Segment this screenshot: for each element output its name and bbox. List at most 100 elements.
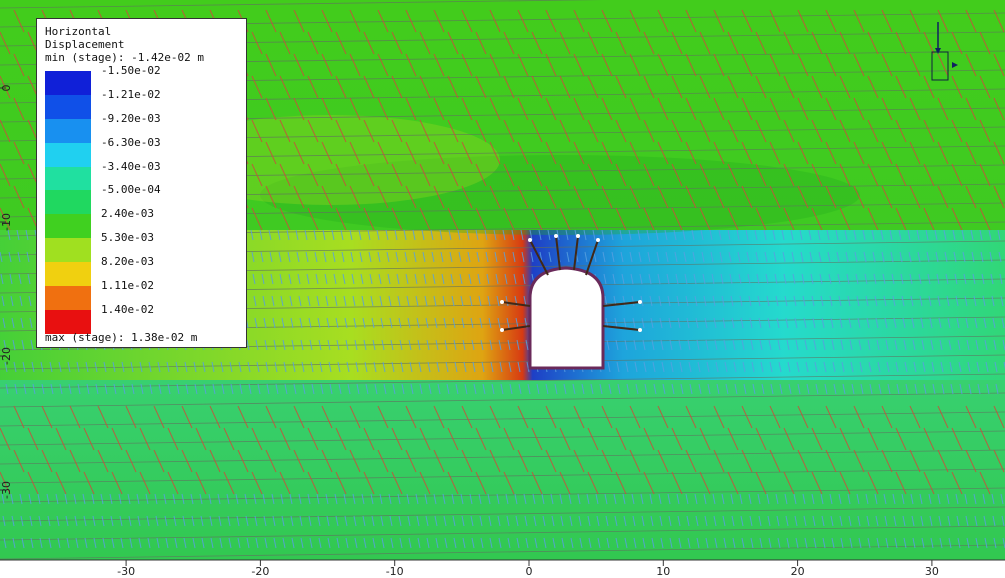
joint-segment: [587, 207, 599, 231]
joint-segment: [363, 471, 375, 495]
joint-segment: [903, 339, 907, 351]
joint-segment: [293, 141, 305, 165]
joint-segment: [907, 229, 911, 241]
joint-segment: [545, 9, 557, 33]
joint-segment: [281, 317, 285, 329]
joint-segment: [349, 141, 361, 165]
joint-segment: [646, 229, 650, 241]
joint-segment: [495, 273, 499, 285]
joint-segment: [110, 515, 114, 527]
joint-segment: [742, 361, 746, 373]
joint-segment: [183, 537, 187, 549]
joint-segment: [965, 317, 969, 329]
bolt-head: [638, 328, 642, 332]
joint-segment: [659, 317, 663, 329]
joint-segment: [856, 295, 860, 307]
joint-segment: [853, 449, 865, 473]
bolt-head: [554, 234, 558, 238]
joint-segment: [563, 383, 567, 395]
joint-segment: [848, 317, 852, 329]
joint-segment: [181, 449, 193, 473]
joint-segment: [559, 119, 571, 143]
joint-segment: [984, 537, 988, 549]
joint-segment: [226, 493, 230, 505]
joint-segment: [716, 383, 720, 395]
joint-segment: [261, 273, 265, 285]
joint-segment: [25, 229, 29, 241]
joint-segment: [13, 361, 17, 373]
joint-segment: [739, 493, 743, 505]
joint-segment: [0, 471, 11, 495]
joint-segment: [821, 515, 825, 527]
joint-segment: [901, 295, 905, 307]
joint-segment: [909, 97, 921, 121]
joint-segment: [919, 295, 923, 307]
joint-segment: [909, 53, 921, 77]
joint-segment: [66, 537, 70, 549]
joint-segment: [794, 317, 798, 329]
joint-segment: [84, 537, 88, 549]
joint-segment: [741, 53, 753, 77]
joint-segment: [643, 361, 647, 373]
joint-segment: [136, 493, 140, 505]
joint-segment: [930, 339, 934, 351]
joint-segment: [431, 251, 435, 263]
joint-segment: [7, 229, 11, 241]
joint-segment: [148, 361, 152, 373]
joint-segment: [713, 317, 717, 329]
joint-segment: [685, 53, 697, 77]
joint-segment: [542, 515, 546, 527]
joint-segment: [678, 339, 682, 351]
joint-segment: [255, 339, 259, 351]
joint-segment: [573, 449, 585, 473]
joint-segment: [740, 515, 744, 527]
joint-segment: [391, 31, 403, 55]
joint-segment: [909, 449, 921, 473]
joint-segment: [825, 141, 837, 165]
joint-segment: [517, 97, 529, 121]
joint-segment: [334, 295, 338, 307]
joint-segment: [1001, 317, 1005, 329]
joint-segment: [527, 383, 531, 395]
joint-segment: [709, 229, 713, 241]
joint-segment: [447, 163, 459, 187]
joint-segment: [923, 427, 935, 451]
joint-segment: [531, 31, 543, 55]
joint-segment: [299, 317, 303, 329]
joint-segment: [962, 251, 966, 263]
joint-segment: [858, 339, 862, 351]
joint-segment: [245, 515, 249, 527]
joint-segment: [301, 361, 305, 373]
joint-segment: [785, 515, 789, 527]
bedding-line: [0, 449, 1005, 465]
joint-segment: [471, 537, 475, 549]
joint-segment: [748, 295, 752, 307]
joint-segment: [979, 229, 983, 241]
joint-segment: [517, 53, 529, 77]
joint-segment: [797, 185, 809, 209]
joint-segment: [699, 31, 711, 55]
joint-segment: [895, 31, 907, 55]
joint-segment: [512, 251, 516, 263]
joint-segment: [331, 229, 335, 241]
joint-segment: [605, 515, 609, 527]
joint-segment: [281, 515, 285, 527]
joint-segment: [920, 515, 924, 527]
joint-segment: [912, 537, 916, 549]
joint-segment: [416, 317, 420, 329]
joint-segment: [764, 251, 768, 263]
joint-segment: [846, 273, 850, 285]
joint-segment: [649, 493, 653, 505]
joint-segment: [981, 273, 985, 285]
joint-segment: [524, 515, 528, 527]
joint-segment: [444, 537, 448, 549]
joint-segment: [335, 471, 347, 495]
joint-segment: [488, 317, 492, 329]
joint-segment: [937, 97, 949, 121]
joint-segment: [911, 317, 915, 329]
joint-segment: [455, 383, 459, 395]
joint-segment: [898, 229, 902, 241]
joint-segment: [975, 537, 979, 549]
joint-segment: [373, 361, 377, 373]
